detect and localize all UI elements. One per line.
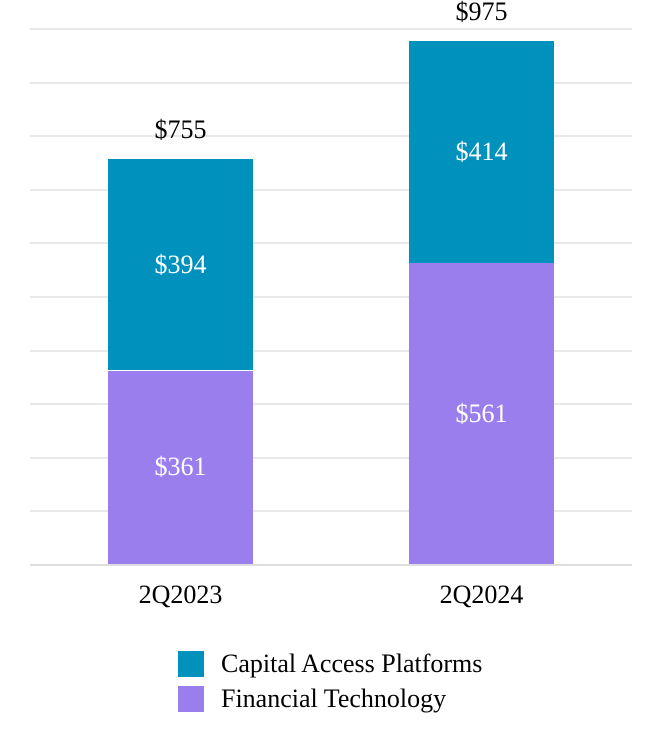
x-axis-label-2q2024: 2Q2024 [439, 580, 524, 609]
gridline [30, 135, 632, 138]
legend: Capital Access Platforms Financial Techno… [178, 649, 482, 719]
x-axis-line [30, 564, 632, 566]
plot-area: $361 $394 $755 2Q2023 $561 $414 $975 2Q2024 [30, 0, 632, 609]
legend-label: Financial Technology [221, 684, 447, 713]
gridline [30, 28, 632, 30]
segment-value-label: $394 [154, 249, 207, 279]
gridline [30, 349, 632, 352]
bar-segment-capital-access-platforms-2q2023 [108, 159, 253, 371]
x-axis-label-2q2023: 2Q2023 [138, 580, 223, 609]
legend-swatch-capital-access-platforms [178, 651, 204, 677]
legend-item-capital-access-platforms: Capital Access Platforms [178, 649, 482, 679]
gridline [30, 403, 632, 406]
bar-segment-capital-access-platforms-2q2024 [409, 41, 554, 264]
gridline [30, 81, 632, 84]
gridline [30, 296, 632, 298]
bar-segment-financial-technology-2q2023 [108, 370, 253, 564]
legend-swatch-financial-technology [178, 686, 204, 712]
bar-total-label: $975 [455, 0, 508, 27]
legend-item-financial-technology: Financial Technology [178, 684, 482, 714]
segment-value-label: $361 [154, 452, 207, 482]
segment-value-label: $414 [455, 137, 508, 167]
gridline [30, 510, 632, 513]
bar-segment-financial-technology-2q2024 [409, 263, 554, 564]
bar-total-label: $755 [154, 115, 207, 145]
gridline [30, 188, 632, 191]
legend-label: Capital Access Platforms [221, 649, 483, 678]
gridline [30, 456, 632, 459]
gridline [30, 242, 632, 245]
segment-value-label: $561 [455, 398, 508, 428]
